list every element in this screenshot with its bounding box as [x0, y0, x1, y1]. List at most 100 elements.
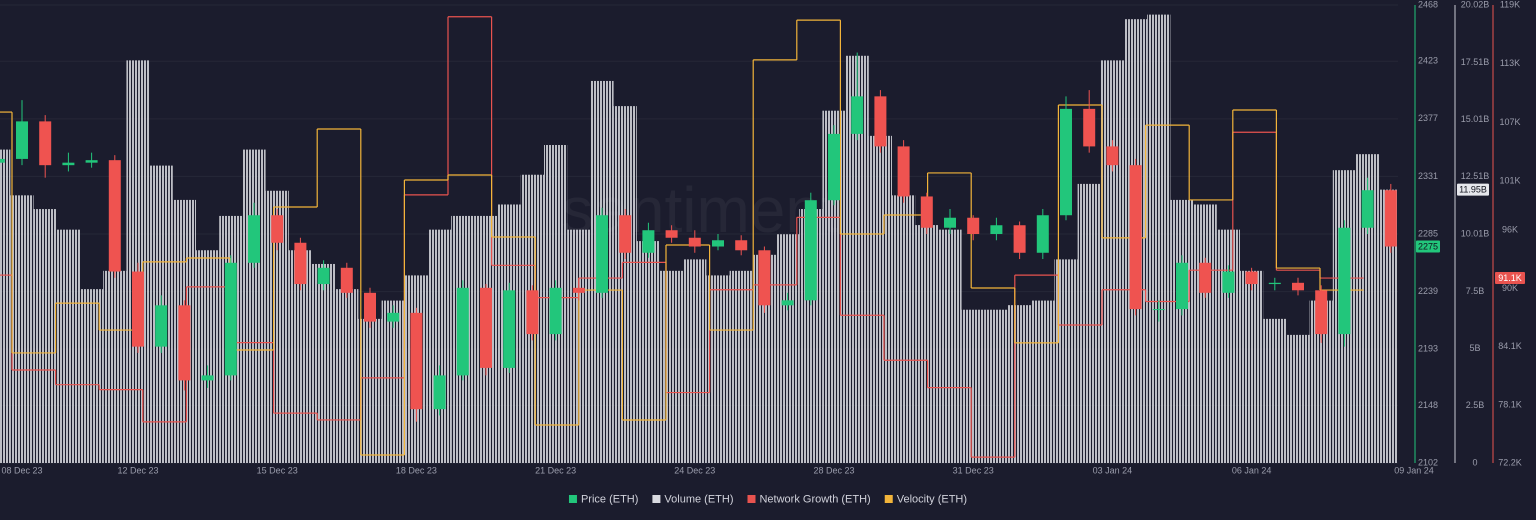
tick-label: 7.5B: [1466, 286, 1485, 296]
volume-bar: [242, 149, 266, 463]
volume-bar: [56, 229, 80, 463]
x-tick-label: 15 Dec 23: [257, 465, 298, 475]
candle-body: [596, 215, 608, 293]
volume-bar: [103, 270, 127, 463]
candle-body: [0, 158, 5, 163]
volume-bar: [1240, 270, 1264, 463]
volume-bar: [845, 55, 869, 464]
value-tag: [1416, 240, 1440, 253]
candle-body: [758, 250, 771, 306]
value-tag-label: 91.1K: [1498, 273, 1522, 283]
tick-label: 15.01B: [1461, 114, 1490, 124]
volume-bar: [1379, 189, 1398, 463]
volume-bar: [0, 149, 11, 463]
candle-body: [16, 121, 28, 159]
candle-body: [1176, 262, 1188, 310]
volume-bar: [706, 275, 730, 463]
x-tick-label: 08 Dec 23: [1, 465, 42, 475]
candle-body: [1245, 271, 1258, 285]
candle-body: [1036, 215, 1049, 253]
volume-bar: [1170, 199, 1194, 463]
volume-bar: [1008, 305, 1032, 463]
volume-bar: [1309, 300, 1333, 463]
candle-body: [1083, 108, 1096, 147]
tick-label: 2148: [1418, 400, 1438, 410]
candle-body: [433, 375, 446, 410]
candle-body: [1338, 227, 1351, 335]
candle-body: [39, 121, 52, 166]
volume-bar: [938, 229, 962, 463]
tick-label: 10.01B: [1461, 228, 1490, 238]
x-tick-label: 18 Dec 23: [396, 465, 437, 475]
candle-body: [688, 237, 701, 247]
candle-body: [340, 267, 353, 293]
candle-body: [665, 230, 678, 238]
x-tick-label: 28 Dec 23: [813, 465, 854, 475]
candle-body: [1361, 190, 1374, 228]
tick-label: 2377: [1418, 113, 1438, 123]
tick-label: 2193: [1418, 344, 1438, 354]
candle-body: [1013, 225, 1026, 253]
tick-label: 78.1K: [1498, 400, 1522, 410]
tick-label: 113K: [1500, 58, 1520, 68]
candle-body: [781, 300, 794, 306]
tick-label: 17.51B: [1461, 57, 1490, 67]
plot: [0, 14, 1398, 464]
value-tag-label: 11.95B: [1459, 184, 1487, 194]
candle-body: [1129, 165, 1142, 310]
candle-body: [1292, 282, 1304, 291]
candle-body: [874, 96, 887, 147]
candle-body: [1152, 309, 1165, 311]
candle-body: [410, 312, 423, 410]
candle-body: [201, 375, 214, 381]
volume-bar: [868, 135, 892, 463]
volume-bar: [1263, 318, 1287, 463]
tick-label: 2423: [1418, 56, 1438, 66]
candle-body: [549, 287, 562, 335]
candle-body: [364, 292, 376, 322]
tick-label: 90K: [1502, 283, 1518, 293]
candle-body: [178, 305, 191, 381]
legend: Price (ETH) Volume (ETH) Network Growth (E…: [568, 493, 967, 505]
volume-bar: [196, 250, 220, 463]
candle-body: [967, 217, 980, 234]
x-tick-label: 21 Dec 23: [535, 465, 576, 475]
x-tick-label: 24 Dec 23: [674, 465, 715, 475]
tick-label: 2285: [1418, 228, 1438, 238]
volume-bar: [752, 254, 776, 463]
volume-bar: [358, 318, 382, 463]
candle-body: [735, 240, 748, 251]
volume-bar: [10, 195, 34, 464]
candle-body: [456, 287, 469, 376]
tick-label: 2102: [1418, 457, 1438, 467]
x-tick-label: 03 Jan 24: [1093, 465, 1133, 475]
candle-body: [851, 96, 864, 134]
candle-body: [920, 196, 933, 228]
candle-body: [897, 146, 910, 197]
volume-bar: [265, 190, 289, 463]
legend-swatch: [568, 495, 577, 503]
tick-label: 2468: [1418, 0, 1438, 9]
tick-label: 20.02B: [1461, 0, 1490, 9]
value-tag-label: 2275: [1418, 241, 1438, 251]
volume-bar: [1216, 229, 1240, 463]
candle-body: [619, 215, 632, 253]
x-tick-label: 31 Dec 23: [953, 465, 994, 475]
candle-body: [642, 230, 655, 253]
axes: 2102 2148 2193 2239 2285 2331 2377 2423 2468 0 2.5…: [1, 0, 1525, 475]
legend-swatch: [652, 495, 661, 503]
tick-label: 72.2K: [1498, 457, 1522, 467]
volume-bar: [33, 209, 57, 463]
legend-swatch: [747, 495, 756, 503]
volume-bar: [312, 263, 336, 463]
x-tick-label: 06 Jan 24: [1232, 465, 1272, 475]
tick-label: 0: [1472, 457, 1477, 467]
volume-bar: [1356, 154, 1380, 463]
candle-body: [1199, 262, 1212, 293]
volume-bar: [613, 106, 637, 463]
candle-body: [944, 217, 956, 228]
volume-bar: [1193, 204, 1217, 463]
volume-bar: [381, 300, 405, 463]
volume-bar: [126, 60, 150, 463]
